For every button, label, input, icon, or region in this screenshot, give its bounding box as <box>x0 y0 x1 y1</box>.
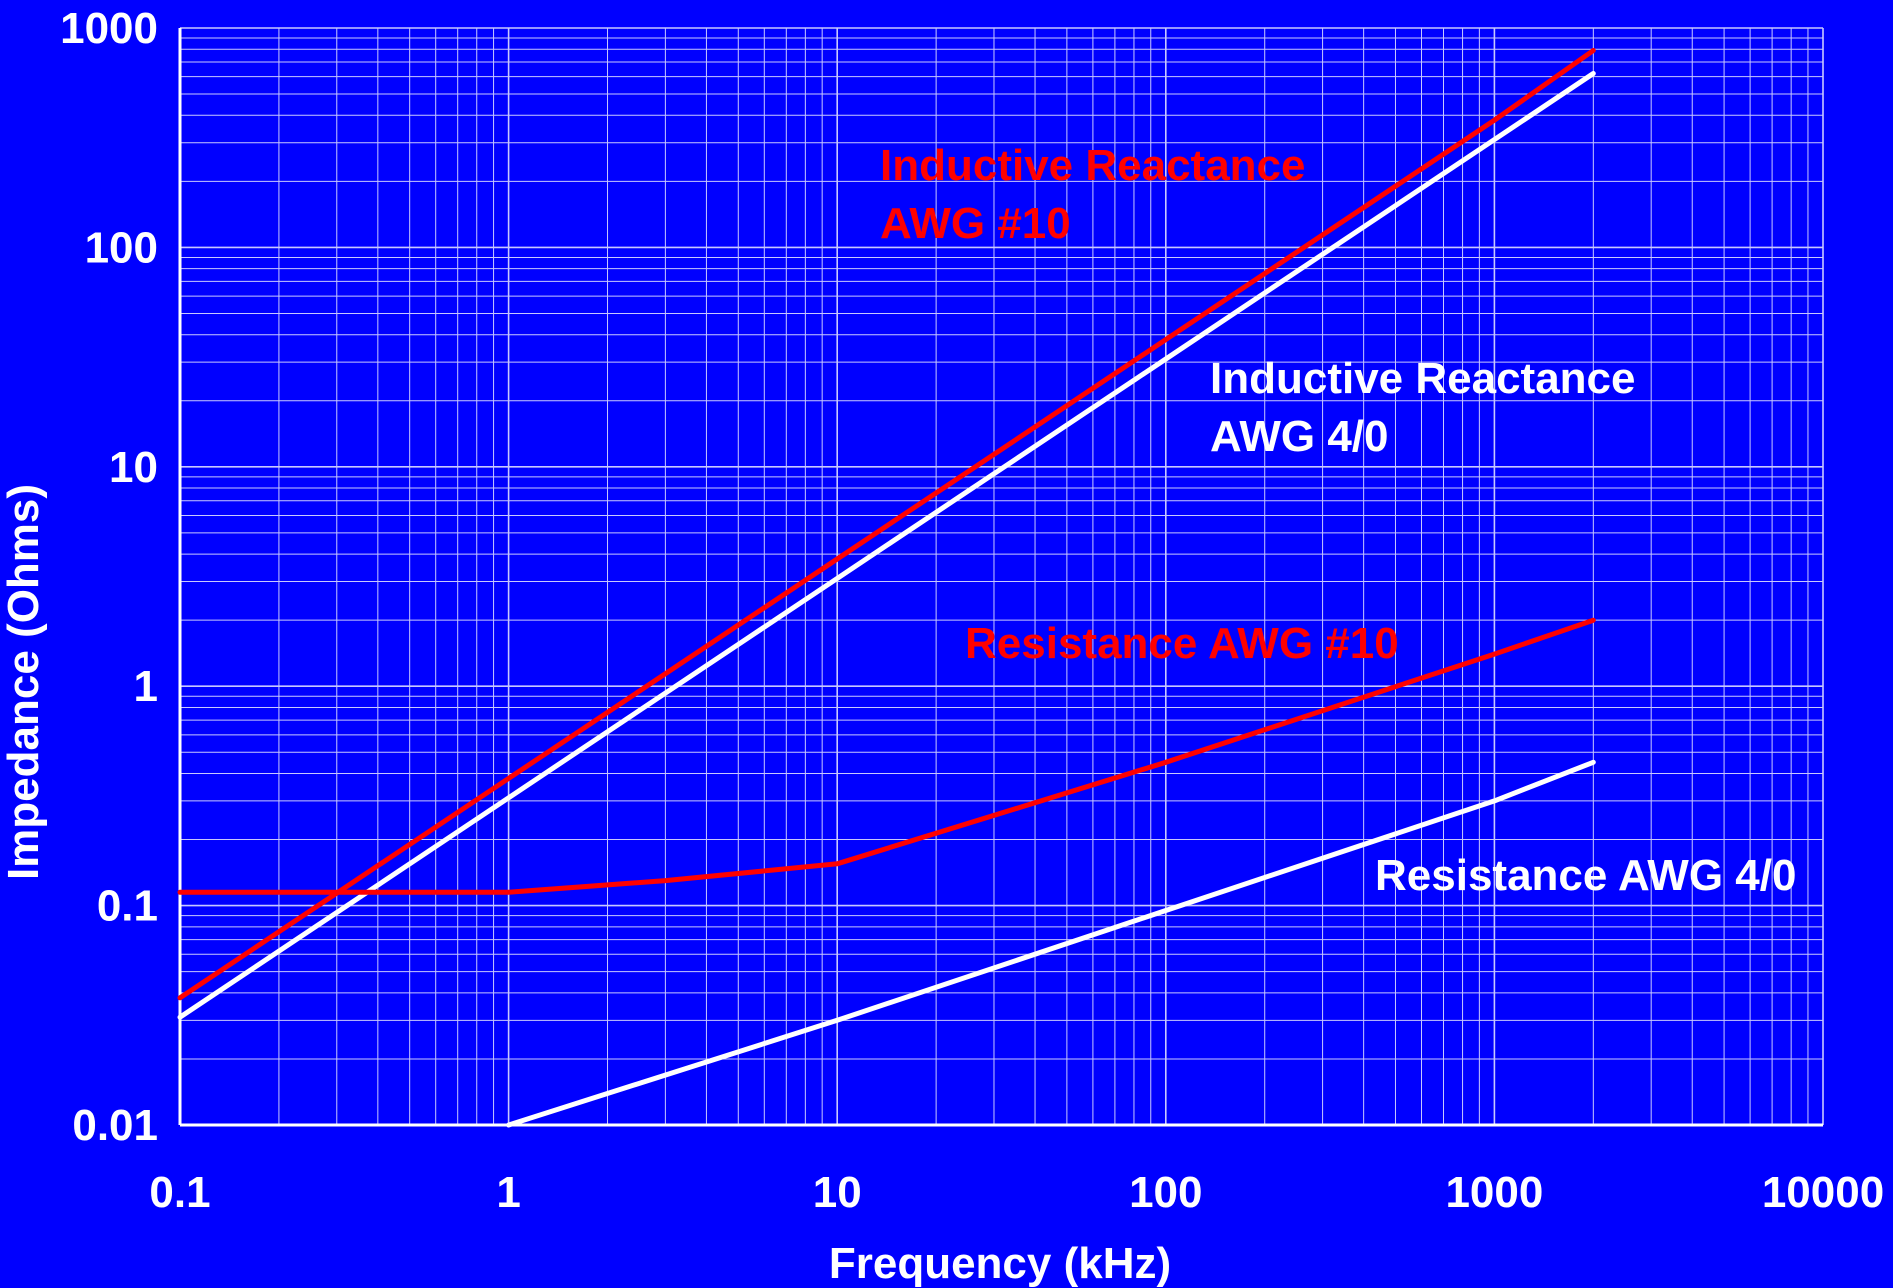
x-tick-label: 1 <box>496 1168 520 1217</box>
series-line <box>177 48 1596 1001</box>
x-tick-label: 1000 <box>1445 1168 1543 1217</box>
series-label: Resistance AWG 4/0 <box>1375 851 1796 900</box>
x-axis-title: Frequency (kHz) <box>829 1239 1171 1288</box>
series-labels: Inductive Reactance AWG #10 Inductive Reac… <box>880 141 1796 900</box>
series-line <box>177 71 1596 1020</box>
y-tick-label: 1000 <box>60 4 158 53</box>
y-tick-label: 0.1 <box>97 882 158 931</box>
y-tick-label: 100 <box>85 223 158 272</box>
x-tick-label: 0.1 <box>149 1168 210 1217</box>
x-tick-label: 10 <box>813 1168 862 1217</box>
x-tick-label: 100 <box>1129 1168 1202 1217</box>
series-line <box>506 759 1596 1128</box>
y-tick-label: 0.01 <box>72 1101 158 1150</box>
y-tick-label: 1 <box>134 662 158 711</box>
y-axis-title: Impedance (Ohms) <box>0 484 48 880</box>
x-tick-label: 10000 <box>1762 1168 1884 1217</box>
series-line <box>177 617 1596 895</box>
tick-labels: 0.1 1 10 100 1000 10000 0.01 0.1 1 10 100 1000 <box>60 4 1884 1217</box>
series-label: Inductive Reactance AWG #10 <box>880 141 1306 248</box>
series-label: Resistance AWG #10 <box>965 619 1399 668</box>
y-tick-label: 10 <box>109 443 158 492</box>
series-lines <box>177 48 1596 1128</box>
series-label: Inductive Reactance AWG 4/0 <box>1210 354 1636 461</box>
axes <box>178 28 1823 1127</box>
